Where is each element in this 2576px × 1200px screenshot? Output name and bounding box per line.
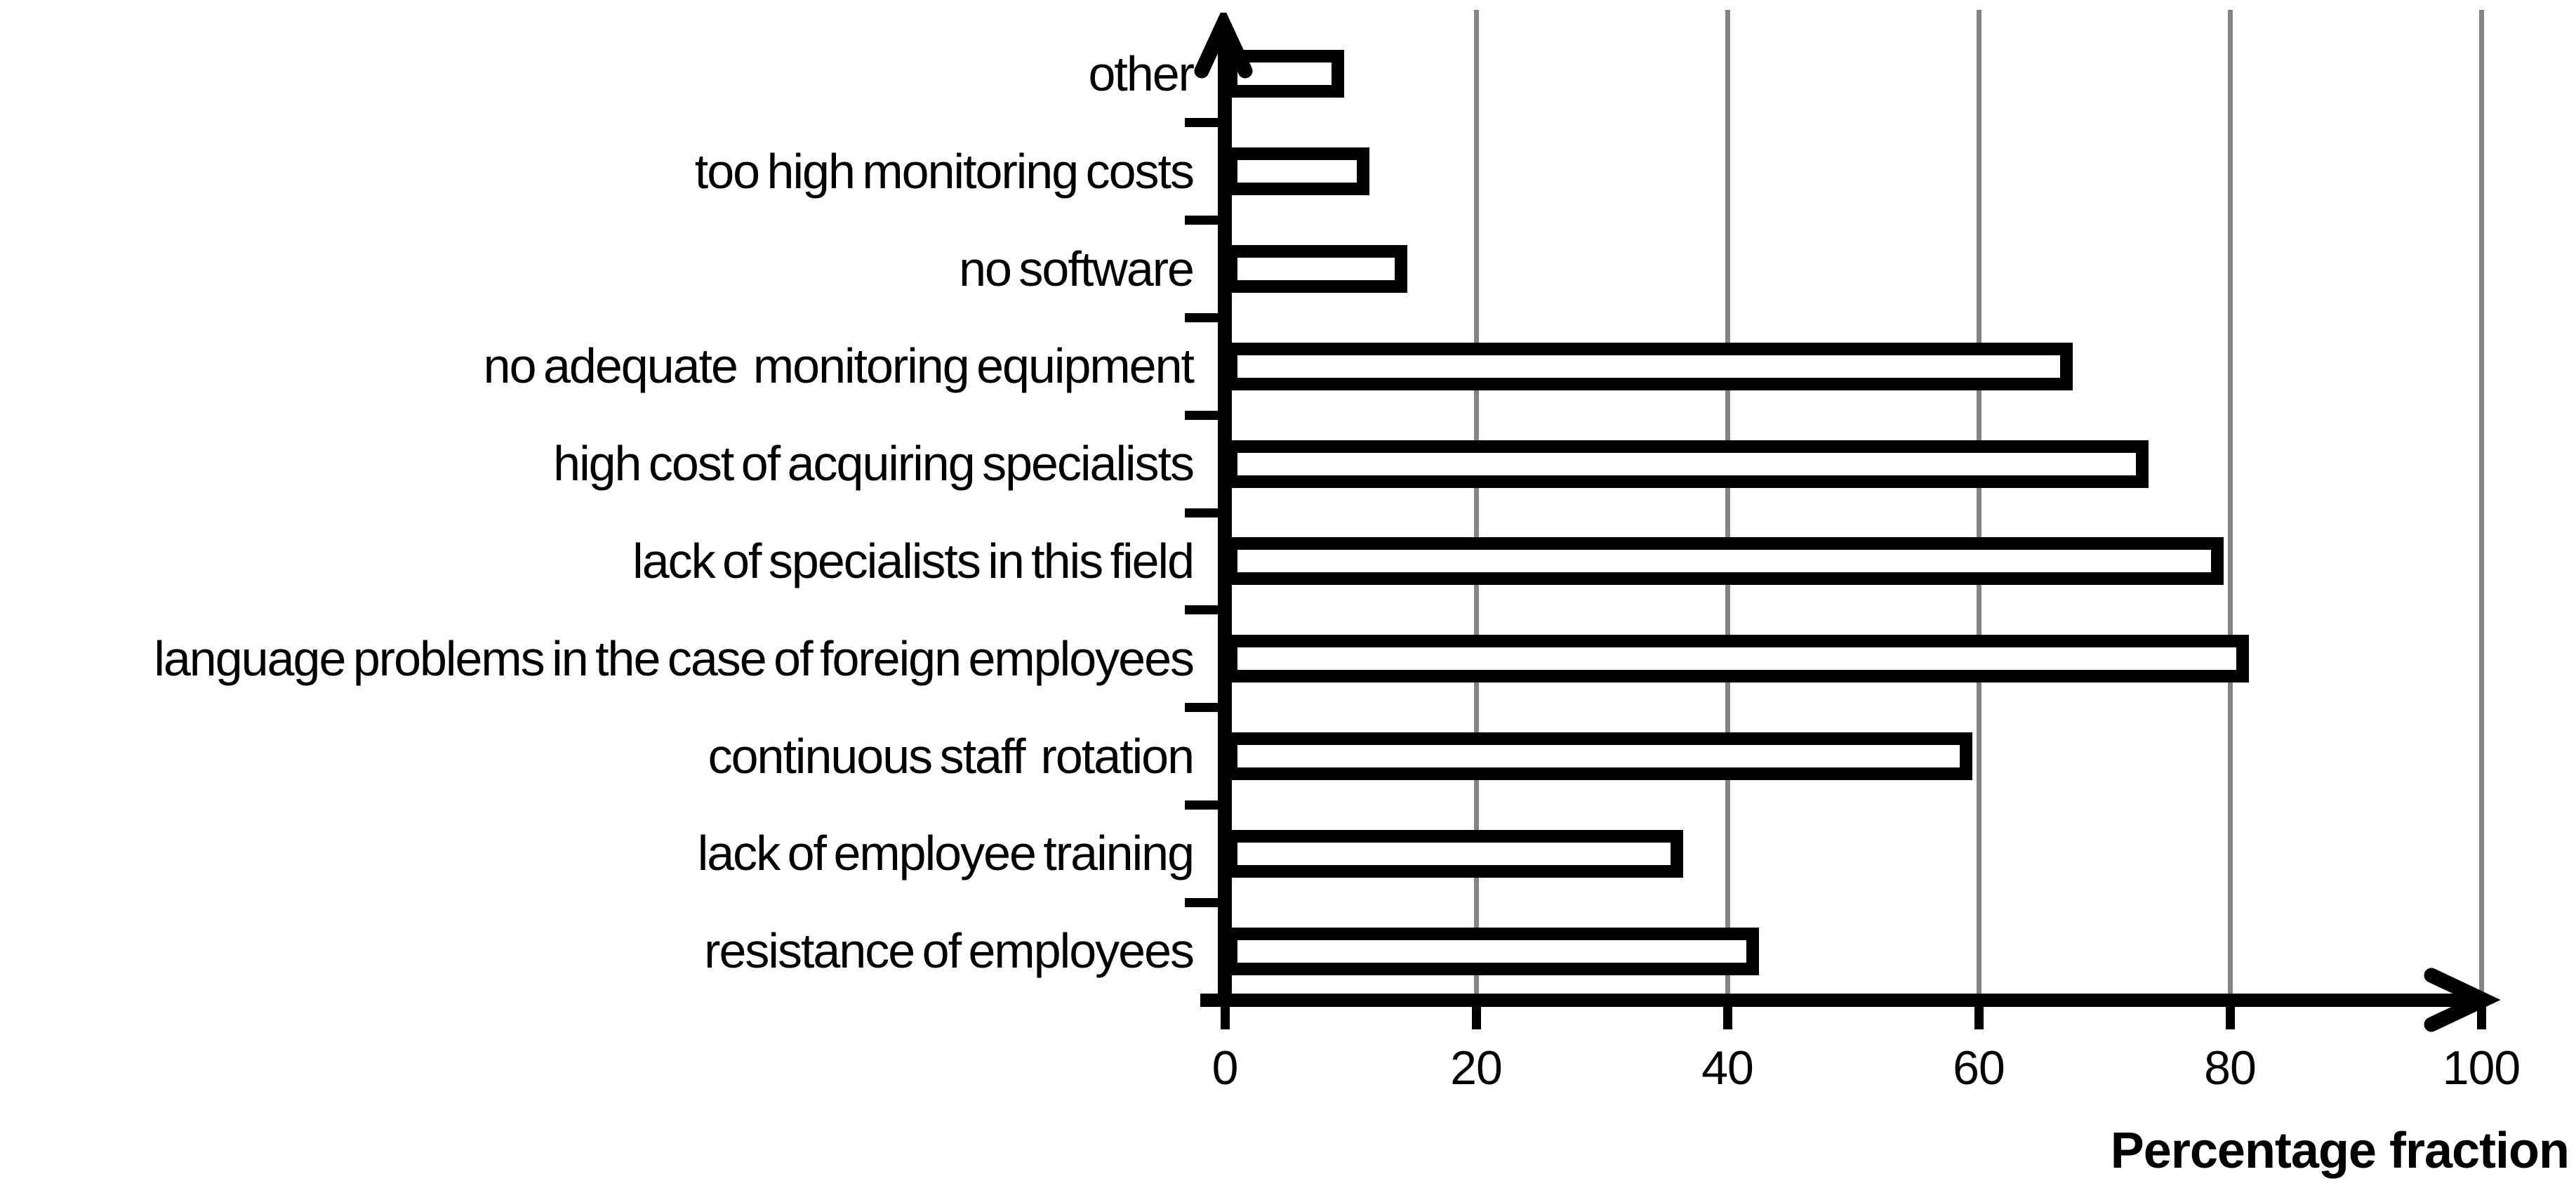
x-tick-mark	[1220, 1000, 1230, 1029]
gridline	[1473, 10, 1479, 1000]
y-tick-mark	[1185, 508, 1221, 517]
category-label: other	[1088, 46, 1195, 101]
x-axis-arrow-icon	[2424, 968, 2501, 1032]
x-tick-mark	[1974, 1000, 1984, 1029]
y-tick-mark	[1185, 605, 1221, 615]
y-tick-mark	[1185, 118, 1221, 128]
gridline	[2478, 10, 2484, 1000]
bar	[1225, 635, 2249, 683]
category-label: continuous staff rotation	[708, 728, 1195, 784]
x-tick-label: 40	[1701, 1041, 1754, 1095]
y-tick-mark	[1185, 800, 1221, 810]
bar	[1225, 342, 2073, 390]
gridline	[2227, 10, 2233, 1000]
y-tick-mark	[1185, 312, 1221, 322]
x-tick-mark	[1471, 1000, 1481, 1029]
category-label: too high monitoring costs	[694, 143, 1195, 199]
bar	[1225, 829, 1684, 878]
x-tick-label: 100	[2442, 1041, 2521, 1095]
gridline	[1725, 10, 1730, 1000]
category-label: no software	[959, 241, 1195, 296]
x-tick-mark	[2225, 1000, 2235, 1029]
category-label: resistance of employees	[704, 923, 1195, 979]
x-tick-label: 80	[2204, 1041, 2257, 1095]
category-label: lack of specialists in this field	[632, 534, 1195, 588]
x-tick-label: 20	[1450, 1041, 1503, 1095]
y-tick-mark	[1185, 897, 1221, 907]
y-axis-arrow-icon	[1194, 13, 1253, 79]
bar	[1225, 927, 1759, 975]
y-axis-line	[1218, 24, 1232, 1007]
category-label: lack of employee training	[697, 826, 1195, 881]
bar	[1225, 147, 1369, 196]
bar	[1225, 245, 1407, 293]
y-tick-mark	[1185, 216, 1221, 225]
category-label: language problems in the case of foreign…	[154, 631, 1195, 686]
bar	[1225, 440, 2149, 488]
x-axis-title: Percentage fraction	[2110, 1123, 2570, 1179]
x-tick-label: 0	[1211, 1041, 1239, 1095]
gridline	[1976, 10, 1981, 1000]
x-tick-label: 60	[1953, 1041, 2005, 1095]
x-axis-line	[1200, 994, 2474, 1007]
bar	[1225, 537, 2224, 586]
y-tick-mark	[1185, 410, 1221, 420]
x-tick-mark	[1722, 1000, 1732, 1029]
y-tick-mark	[1185, 703, 1221, 713]
category-label: high cost of acquiring specialists	[553, 436, 1195, 492]
bar	[1225, 732, 1973, 780]
category-label: no adequate monitoring equipment	[483, 338, 1195, 394]
